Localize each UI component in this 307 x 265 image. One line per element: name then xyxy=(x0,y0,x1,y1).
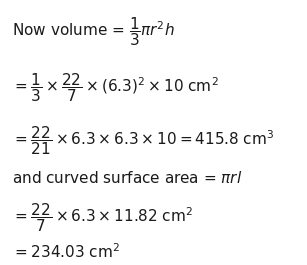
Text: $= 234.03$ cm$^2$: $= 234.03$ cm$^2$ xyxy=(12,242,120,261)
Text: $= \dfrac{22}{7} \times 6.3 \times 11.82$ cm$^2$: $= \dfrac{22}{7} \times 6.3 \times 11.82… xyxy=(12,201,193,234)
Text: $= \dfrac{1}{3} \times \dfrac{22}{7} \times (6.3)^2 \times 10$ cm$^2$: $= \dfrac{1}{3} \times \dfrac{22}{7} \ti… xyxy=(12,71,219,104)
Text: $= \dfrac{22}{21} \times 6.3 \times 6.3 \times 10 = 415.8$ cm$^3$: $= \dfrac{22}{21} \times 6.3 \times 6.3 … xyxy=(12,124,274,157)
Text: Now volume = $\dfrac{1}{3}\pi r^2 h$: Now volume = $\dfrac{1}{3}\pi r^2 h$ xyxy=(12,15,175,48)
Text: and curved surface area = $\pi rl$: and curved surface area = $\pi rl$ xyxy=(12,170,243,185)
